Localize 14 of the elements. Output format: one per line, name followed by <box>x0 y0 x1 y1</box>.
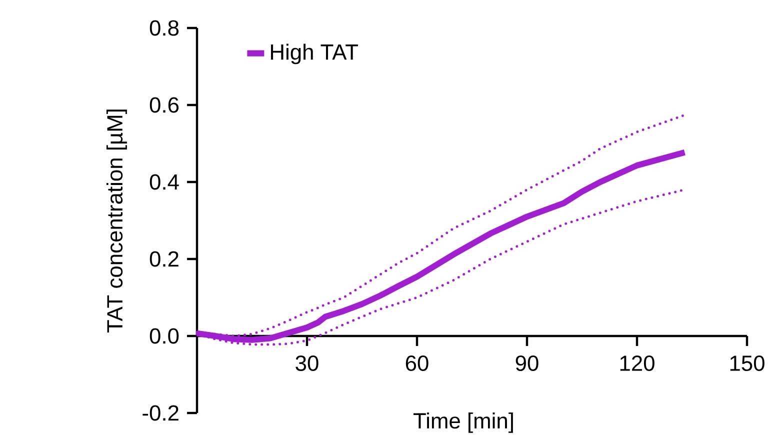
x-tick-label: 90 <box>516 355 538 372</box>
x-tick-label: 150 <box>730 355 764 372</box>
legend-label: High TAT <box>270 44 358 64</box>
y-tick-label: -0.2 <box>142 405 178 421</box>
x-tick-label: 60 <box>406 355 428 372</box>
y-tick-label: 0.2 <box>150 251 178 267</box>
y-tick-label: 0.4 <box>150 174 179 190</box>
y-tick-label: 0.0 <box>150 328 179 344</box>
y-tick-label: 0.8 <box>150 20 179 36</box>
y-axis-title: TAT concentration [µM] <box>106 110 127 332</box>
x-tick-label: 30 <box>296 355 318 372</box>
y-tick-label: 0.6 <box>150 97 179 113</box>
x-axis-title: Time [min] <box>414 412 513 433</box>
x-tick-label: 120 <box>620 355 654 372</box>
